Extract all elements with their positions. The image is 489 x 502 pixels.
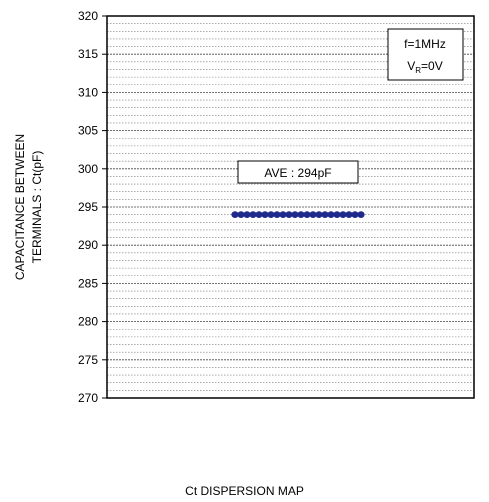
y-tick-label: 285 [78, 276, 98, 290]
data-point [333, 211, 341, 219]
data-point [357, 211, 365, 219]
data-point [315, 211, 323, 219]
data-point [345, 211, 353, 219]
data-point [279, 211, 287, 219]
conditions-box: f=1MHz VR=0V [387, 28, 464, 81]
data-point [243, 211, 251, 219]
y-axis-label-line2: TERMINALS : Ct(pF) [30, 151, 44, 264]
average-label: AVE : 294pF [264, 166, 331, 180]
data-point [255, 211, 263, 219]
data-point [303, 211, 311, 219]
y-tick-label: 280 [78, 315, 98, 329]
data-point [291, 211, 299, 219]
y-tick-label: 290 [78, 238, 98, 252]
y-axis-ticks: 270 275 280 285 290 295 300 305 310 315 320 [78, 9, 107, 405]
condition-frequency: f=1MHz [404, 37, 446, 51]
y-tick-label: 275 [78, 353, 98, 367]
data-point [339, 211, 347, 219]
data-point [267, 211, 275, 219]
data-point [285, 211, 293, 219]
average-box: AVE : 294pF [237, 160, 359, 184]
y-tick-label: 320 [78, 9, 98, 23]
chart-caption: Ct DISPERSION MAP [185, 484, 304, 498]
y-tick-label: 305 [78, 124, 98, 138]
data-point [249, 211, 257, 219]
y-tick-label: 270 [78, 391, 98, 405]
y-tick-label: 295 [78, 200, 98, 214]
data-point [273, 211, 281, 219]
data-point [261, 211, 269, 219]
data-point [321, 211, 329, 219]
y-tick-label: 300 [78, 162, 98, 176]
data-point [351, 211, 359, 219]
data-point [237, 211, 245, 219]
data-point [327, 211, 335, 219]
y-axis-label-line1: CAPACITANCE BETWEEN [13, 134, 27, 280]
y-tick-label: 315 [78, 47, 98, 61]
condition-voltage: VR=0V [407, 59, 442, 75]
grid-lines [107, 23, 474, 391]
data-point [297, 211, 305, 219]
ct-dispersion-chart: 270 275 280 285 290 295 300 305 310 315 320 CAPACI… [13, 9, 475, 405]
data-points [231, 211, 365, 219]
y-tick-label: 310 [78, 85, 98, 99]
data-point [231, 211, 239, 219]
data-point [309, 211, 317, 219]
